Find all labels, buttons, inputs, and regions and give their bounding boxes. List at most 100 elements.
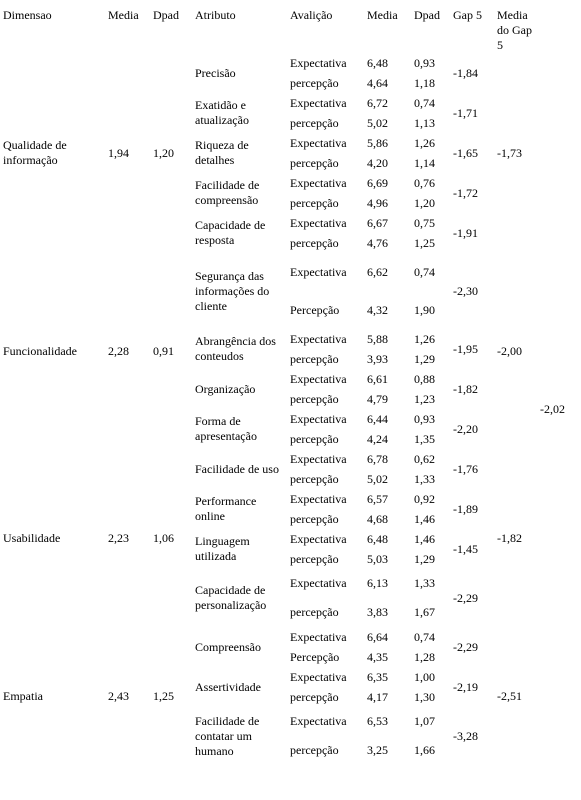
gap: -3,28	[453, 728, 478, 743]
evaluation: percepção	[290, 689, 339, 704]
gap: -1,65	[453, 145, 478, 160]
attribute-dpad: 0,74	[414, 95, 435, 110]
table-row: Exatidão e atualização Expectativa 6,72 0,7…	[0, 93, 581, 128]
attribute-name: Organização	[195, 381, 256, 396]
evaluation: percepção	[290, 391, 339, 406]
attribute-dpad: 0,92	[414, 491, 435, 506]
attribute-dpad: 1,23	[414, 391, 435, 406]
evaluation: Expectativa	[290, 531, 347, 546]
gap: -2,20	[453, 421, 478, 436]
gap: -2,29	[453, 590, 478, 605]
attribute-media: 6,67	[367, 215, 388, 230]
header-row: Dimensao Media Dpad Atributo Avalição Media Dp…	[0, 0, 581, 53]
attribute-dpad: 0,75	[414, 215, 435, 230]
attribute-name: Forma de apresentação	[195, 414, 257, 443]
dimension-media: 2,43	[108, 688, 129, 703]
attribute-media: 6,57	[367, 491, 388, 506]
attribute-name: Capacidade de personalização	[195, 583, 267, 612]
attribute-dpad: 1,26	[414, 331, 435, 346]
table-row: Qualidade de informação 1,94 1,20 Precisão E…	[0, 53, 581, 416]
data-table: Dimensao Media Dpad Atributo Avalição Media Dp…	[0, 0, 581, 765]
attribute-dpad: 0,76	[414, 175, 435, 190]
attribute-media: 6,64	[367, 629, 388, 644]
attribute-media: 6,48	[367, 55, 388, 70]
table-row: Facilidade de contatar um humano Expectat…	[0, 707, 581, 758]
attribute-media: 6,44	[367, 411, 388, 426]
table-row: Percepção 4,35 1,28	[0, 647, 581, 667]
evaluation: percepção	[290, 551, 339, 566]
table-row: percepção 4,68 1,46	[0, 509, 581, 529]
attribute-media: 6,53	[367, 714, 388, 728]
attribute-media: 4,68	[367, 511, 388, 526]
gap: -1,71	[453, 105, 478, 120]
attribute-dpad: 1,66	[414, 743, 435, 757]
attribute-dpad: 1,00	[414, 669, 435, 684]
header-cell: Dimensao	[3, 8, 52, 22]
evaluation: Percepção	[290, 302, 340, 317]
evaluation: Expectativa	[290, 491, 347, 506]
evaluation: Expectativa	[290, 629, 347, 644]
evaluation: Expectativa	[290, 215, 347, 230]
attribute-name: Abrangência dos conteudos	[195, 334, 276, 363]
header-cell: Media	[108, 8, 139, 22]
attribute-name: Facilidade de compreensão	[195, 178, 260, 207]
gap-media: -1,73	[497, 145, 522, 160]
table-body: Qualidade de informação 1,94 1,20 Precisão E…	[0, 53, 581, 765]
table-row: Abrangência dos conteudos Expectativa 5,88…	[0, 329, 581, 364]
evaluation: Expectativa	[290, 331, 347, 346]
evaluation: percepção	[290, 471, 339, 486]
gap: -1,84	[453, 65, 478, 80]
table-row: Capacidade de personalização Expectativa 6…	[0, 569, 581, 612]
attribute-media: 5,86	[367, 135, 388, 150]
attribute-dpad: 0,62	[414, 451, 435, 466]
table-row: Empatia 2,43 1,25 Compreensão Expectativa 6,6…	[0, 627, 581, 703]
table-row: percepção 3,93 1,29	[0, 349, 581, 369]
dimension-name: Funcionalidade	[3, 343, 77, 358]
evaluation: percepção	[290, 605, 339, 619]
evaluation: percepção	[290, 195, 339, 210]
evaluation: Expectativa	[290, 95, 347, 110]
gap: -1,72	[453, 185, 478, 200]
attribute-name: Facilidade de contatar um humano	[195, 713, 260, 758]
header-cell: Dpad	[153, 8, 179, 22]
gap-media: -2,51	[497, 688, 522, 703]
attribute-media: 6,13	[367, 576, 388, 590]
attribute-dpad: 0,93	[414, 55, 435, 70]
attribute-name: Assertividade	[195, 679, 261, 694]
table-row: Funcionalidade 2,28 0,91 Segurança das info…	[0, 253, 581, 358]
dimension-media: 2,23	[108, 530, 129, 545]
gap: -2,19	[453, 679, 478, 694]
attribute-media: 3,25	[367, 743, 388, 757]
attribute-name: Riqueza de detalhes	[195, 138, 249, 167]
table-row: percepção 3,83 1,67	[0, 598, 581, 627]
attribute-media: 5,03	[367, 551, 388, 566]
evaluation: Expectativa	[290, 175, 347, 190]
attribute-media: 6,78	[367, 451, 388, 466]
attribute-media: 4,96	[367, 195, 388, 210]
table-row: Facilidade de compreensão Expectativa 6,69…	[0, 173, 581, 208]
table-row: Percepção 4,32 1,90	[0, 291, 581, 329]
attribute-dpad: 1,33	[414, 471, 435, 486]
evaluation: Expectativa	[290, 714, 347, 728]
table-row: percepção 5,03 1,29	[0, 549, 581, 569]
header-cell: Media	[367, 8, 398, 22]
table-row: Assertividade Expectativa 6,35 1,00 -2,19	[0, 667, 581, 694]
gap-media: -2,00	[497, 343, 522, 358]
attribute-dpad: 0,93	[414, 411, 435, 426]
evaluation: Expectativa	[290, 411, 347, 426]
attribute-dpad: 1,46	[414, 531, 435, 546]
table-row: percepção 5,02 1,33	[0, 469, 581, 489]
attribute-media: 4,79	[367, 391, 388, 406]
gap: -1,76	[453, 461, 478, 476]
evaluation: Expectativa	[290, 669, 347, 684]
attribute-dpad: 1,20	[414, 195, 435, 210]
attribute-name: Precisão	[195, 65, 236, 80]
gap: -2,29	[453, 639, 478, 654]
header-cell-empty	[537, 0, 581, 53]
attribute-dpad: 1,35	[414, 431, 435, 446]
gap: -1,95	[453, 341, 478, 356]
overall-gap: -2,02	[540, 401, 565, 416]
table-row: percepção 4,20 1,14	[0, 153, 581, 173]
attribute-media: 6,72	[367, 95, 388, 110]
attribute-media: 4,17	[367, 689, 388, 704]
